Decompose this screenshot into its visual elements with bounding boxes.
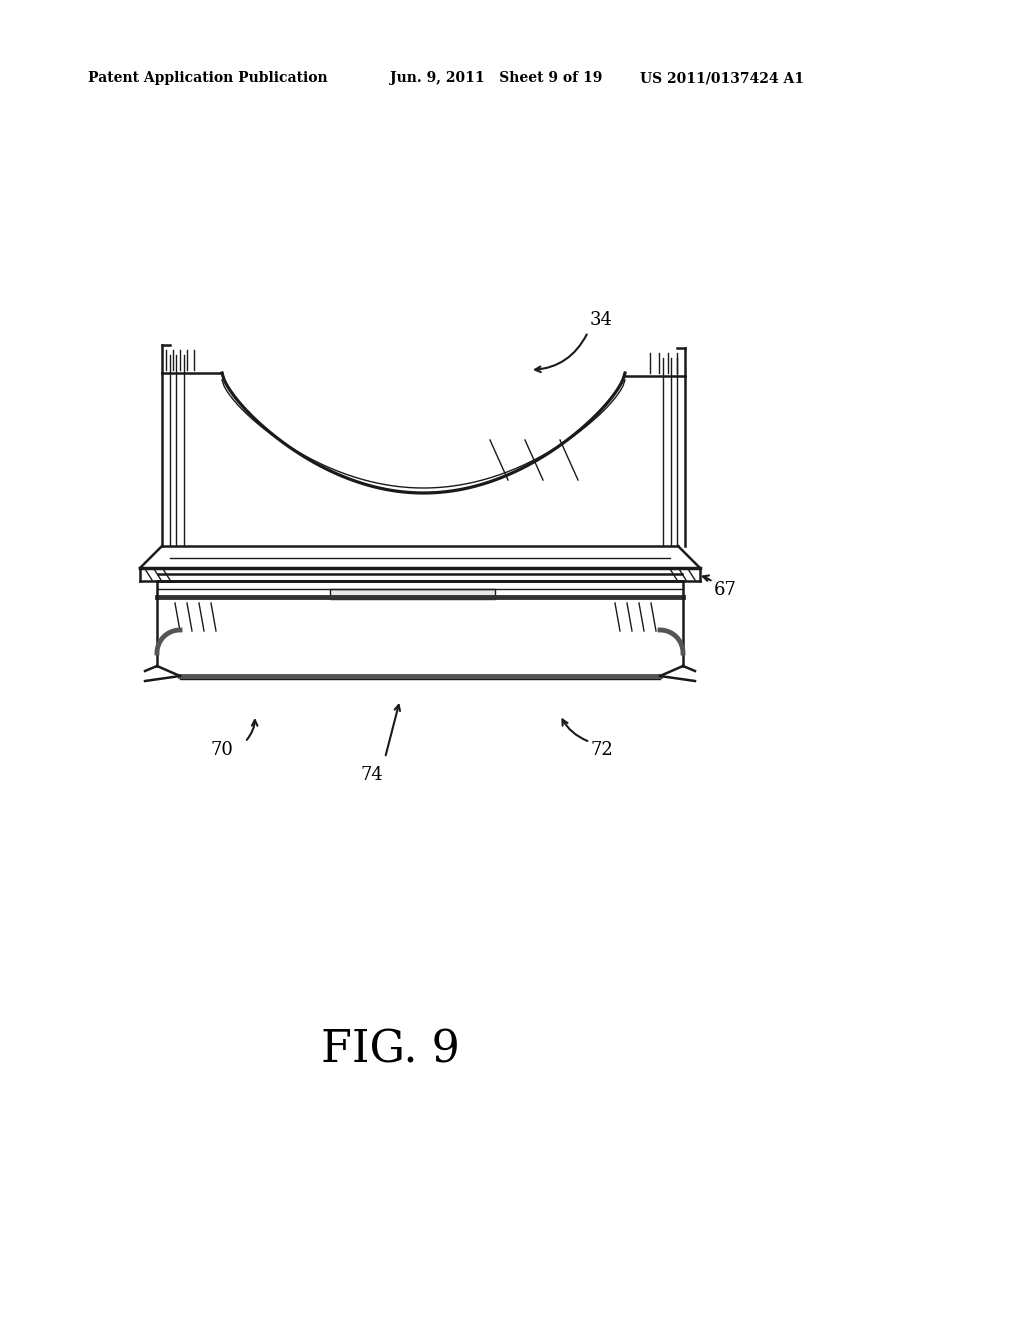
Bar [330, 589, 495, 599]
Text: 74: 74 [360, 766, 383, 784]
Text: 72: 72 [590, 741, 612, 759]
Text: FIG. 9: FIG. 9 [321, 1028, 460, 1072]
Text: Jun. 9, 2011   Sheet 9 of 19: Jun. 9, 2011 Sheet 9 of 19 [390, 71, 602, 84]
Text: 34: 34 [590, 312, 613, 329]
Text: US 2011/0137424 A1: US 2011/0137424 A1 [640, 71, 804, 84]
Text: 70: 70 [210, 741, 232, 759]
Text: 67: 67 [714, 581, 737, 599]
Text: Patent Application Publication: Patent Application Publication [88, 71, 328, 84]
